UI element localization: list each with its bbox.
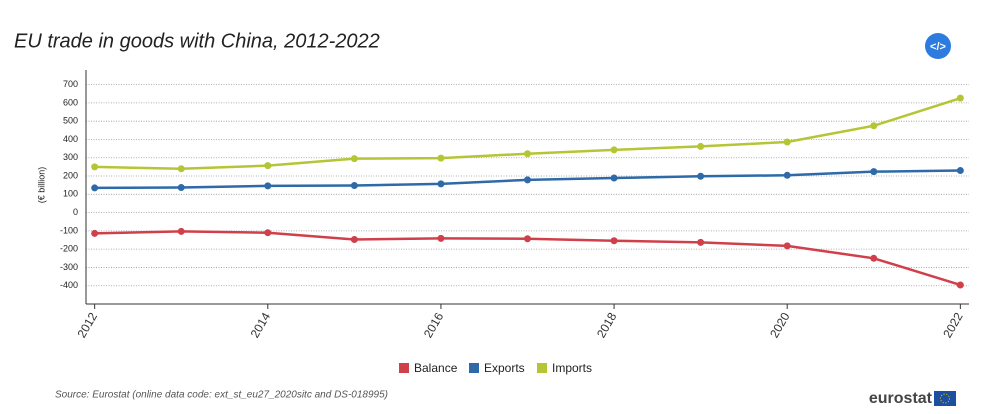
point [783, 242, 791, 250]
point [870, 254, 878, 262]
point [437, 180, 445, 188]
point [264, 229, 272, 237]
legend-label: Imports [552, 361, 592, 375]
point [783, 138, 791, 146]
point [264, 162, 272, 170]
y-tick-label: 600 [63, 97, 78, 107]
legend-label: Balance [414, 361, 458, 375]
x-tick-label: 2022 [940, 310, 966, 340]
point [524, 150, 531, 158]
point [697, 238, 705, 246]
y-axis-label: (€ billion) [36, 167, 46, 204]
point [91, 163, 99, 171]
point [524, 235, 531, 243]
legend-swatch [399, 363, 409, 373]
y-tick-label: -300 [60, 262, 78, 272]
x-tick-label: 2020 [767, 310, 793, 340]
point [177, 227, 185, 235]
y-tick-label: -200 [60, 244, 78, 254]
logo-text: eurostat [869, 390, 933, 407]
y-tick-label: -400 [60, 280, 78, 290]
y-tick-label: 400 [63, 134, 78, 144]
point [350, 235, 358, 243]
point [437, 234, 445, 242]
y-tick-label: 200 [63, 170, 78, 180]
logo-stars [940, 393, 950, 404]
x-tick-label: 2016 [421, 310, 447, 340]
point [610, 237, 618, 245]
point [350, 155, 358, 163]
point [956, 94, 964, 102]
point [524, 176, 531, 184]
point [177, 165, 185, 173]
source: Source: Eurostat (online data code: ext_… [55, 390, 388, 401]
y-tick-label: 100 [63, 189, 78, 199]
x-tick-label: 2012 [75, 310, 101, 340]
point [870, 122, 878, 130]
y-tick-label: 700 [63, 79, 78, 89]
point [956, 167, 964, 175]
point [610, 174, 618, 182]
logo-flag [934, 391, 956, 406]
point [177, 184, 185, 192]
y-tick-label: -100 [60, 225, 78, 235]
point [610, 146, 618, 154]
point [697, 172, 705, 180]
point [91, 229, 99, 237]
y-tick-label: 0 [73, 207, 78, 217]
x-tick-label: 2018 [594, 310, 620, 340]
point [956, 281, 964, 289]
series-line [94, 96, 961, 170]
legend-swatch [537, 363, 547, 373]
legend-swatch [469, 363, 479, 373]
point [870, 168, 878, 176]
y-tick-label: 500 [63, 116, 78, 126]
point [437, 154, 445, 162]
point [350, 182, 358, 190]
code-button-label[interactable]: </> [930, 41, 946, 53]
point [697, 142, 705, 150]
point [264, 182, 272, 190]
x-tick-label: 2014 [248, 310, 274, 340]
code-button[interactable] [925, 33, 951, 59]
point [91, 184, 99, 192]
legend-label: Exports [484, 361, 525, 375]
chart-title: EU trade in goods with China, 2012-2022 [14, 30, 380, 52]
y-tick-label: 300 [63, 152, 78, 162]
point [783, 171, 791, 179]
